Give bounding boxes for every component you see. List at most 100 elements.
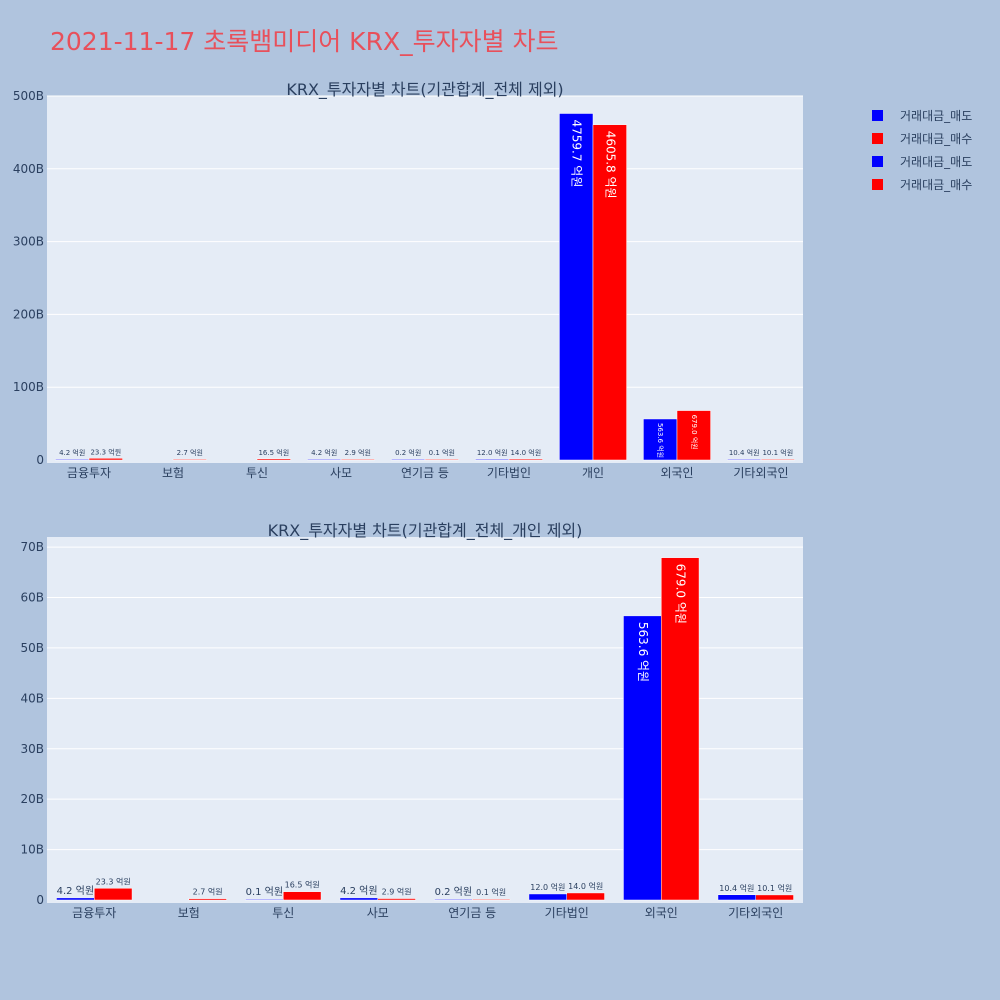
y-tick-label: 40B <box>20 691 44 705</box>
bar-sell[interactable] <box>245 898 284 901</box>
bar-buy[interactable] <box>94 888 133 901</box>
legend-swatch <box>872 179 883 190</box>
chart-title: KRX_투자자별 차트(기관합계_전체 제외) <box>286 80 563 100</box>
bar-value-label: 2.9 억원 <box>382 887 412 897</box>
x-tick-label: 사모 <box>367 906 389 920</box>
bar-buy[interactable] <box>676 410 711 461</box>
bar-value-label: 563.6 억원 <box>656 423 665 458</box>
x-tick-label: 보험 <box>162 466 184 480</box>
bar-value-label: 2.9 억원 <box>345 448 371 457</box>
bar-sell[interactable] <box>643 418 678 461</box>
bar-buy[interactable] <box>377 898 416 901</box>
bar-value-label: 679.0 억원 <box>674 564 688 624</box>
y-tick-label: 300B <box>13 235 44 249</box>
bar-value-label: 12.0 억원 <box>477 448 508 457</box>
bar-value-label: 12.0 억원 <box>530 882 565 892</box>
y-tick-label: 70B <box>20 540 44 554</box>
bar-value-label: 23.3 억원 <box>96 876 131 886</box>
x-tick-label: 기타외국인 <box>728 906 783 920</box>
x-tick-label: 보험 <box>178 906 200 920</box>
bar-value-label: 0.2 억원 <box>435 886 472 898</box>
x-tick-label: 기타법인 <box>545 906 589 920</box>
bar-value-label: 0.1 억원 <box>476 887 506 897</box>
plot-area <box>47 96 803 463</box>
y-tick-label: 400B <box>13 162 44 176</box>
bar-value-label: 2.7 억원 <box>193 887 223 897</box>
x-tick-label: 개인 <box>582 466 604 480</box>
bar-value-label: 679.0 억원 <box>690 415 699 450</box>
bar-value-label: 2.7 억원 <box>177 448 203 457</box>
y-tick-label: 30B <box>20 742 44 756</box>
bar-value-label: 4759.7 억원 <box>570 119 584 187</box>
x-tick-label: 사모 <box>330 466 352 480</box>
x-tick-label: 연기금 등 <box>448 906 496 920</box>
x-tick-label: 투신 <box>272 906 294 920</box>
x-tick-label: 기타외국인 <box>733 466 788 480</box>
bar-value-label: 4.2 억원 <box>59 448 85 457</box>
legend: 거래대금_매도 거래대금_매수 거래대금_매도 거래대금_매수 <box>872 104 972 196</box>
bar-sell[interactable] <box>56 897 95 901</box>
bar-value-label: 16.5 억원 <box>258 448 289 457</box>
x-tick-label: 투신 <box>246 466 268 480</box>
legend-label: 거래대금_매도 <box>900 155 973 169</box>
bar-sell[interactable] <box>339 897 379 901</box>
bar-buy[interactable] <box>566 892 605 901</box>
bar-value-label: 14.0 억원 <box>510 448 541 457</box>
bar-buy[interactable] <box>661 557 700 901</box>
bar-buy[interactable] <box>256 458 291 461</box>
bar-buy[interactable] <box>592 124 627 461</box>
bar-buy[interactable] <box>424 458 459 461</box>
bar-buy[interactable] <box>340 458 375 461</box>
bar-sell[interactable] <box>559 113 594 461</box>
bar-value-label: 14.0 억원 <box>568 881 603 891</box>
x-tick-label: 연기금 등 <box>401 466 449 480</box>
legend-item-sell-1[interactable]: 거래대금_매도 <box>872 104 972 127</box>
x-tick-label: 금융투자 <box>72 906 116 920</box>
bar-value-label: 0.1 억원 <box>246 886 283 898</box>
legend-label: 거래대금_매수 <box>900 132 973 146</box>
bar-sell[interactable] <box>434 898 473 901</box>
bar-buy[interactable] <box>283 891 322 901</box>
bar-value-label: 10.1 억원 <box>762 448 793 457</box>
legend-item-buy-1[interactable]: 거래대금_매수 <box>872 127 972 150</box>
bar-value-label: 4605.8 억원 <box>603 131 617 199</box>
bar-value-label: 10.4 억원 <box>719 883 754 893</box>
y-tick-label: 0 <box>36 893 44 907</box>
legend-swatch <box>872 156 883 167</box>
bar-value-label: 16.5 억원 <box>285 880 320 890</box>
bar-sell[interactable] <box>717 894 757 901</box>
y-tick-label: 50B <box>20 641 44 655</box>
bar-buy[interactable] <box>188 898 227 901</box>
legend-label: 거래대금_매도 <box>900 109 973 123</box>
bar-buy[interactable] <box>760 458 795 461</box>
x-tick-label: 외국인 <box>645 906 678 920</box>
y-tick-label: 100B <box>13 380 44 394</box>
bar-value-label: 10.4 억원 <box>729 448 760 457</box>
bar-value-label: 0.1 억원 <box>429 448 455 457</box>
legend-item-sell-2[interactable]: 거래대금_매도 <box>872 150 972 173</box>
chart-top: 0 100B 200B 300B 400B 500B KRX_투자자별 차트(기관합계_전체… <box>13 80 803 480</box>
bar-buy[interactable] <box>755 894 794 901</box>
y-tick-label: 20B <box>20 792 44 806</box>
bar-value-label: 4.2 억원 <box>311 448 337 457</box>
bar-buy[interactable] <box>88 458 123 461</box>
bar-value-label: 0.2 억원 <box>395 448 421 457</box>
bar-sell[interactable] <box>528 893 568 901</box>
bar-value-label: 10.1 억원 <box>757 883 792 893</box>
y-tick-label: 10B <box>20 843 44 857</box>
bar-buy[interactable] <box>472 898 511 901</box>
legend-item-buy-2[interactable]: 거래대금_매수 <box>872 173 972 196</box>
x-tick-label: 외국인 <box>660 466 693 480</box>
bar-buy[interactable] <box>172 458 207 461</box>
bar-buy[interactable] <box>508 458 543 461</box>
chart-title: KRX_투자자별 차트(기관합계_전체_개인 제외) <box>268 521 583 541</box>
y-tick-label: 500B <box>13 89 44 103</box>
bar-value-label: 23.3 억원 <box>90 447 121 456</box>
x-tick-label: 기타법인 <box>487 466 531 480</box>
legend-swatch <box>872 133 883 144</box>
page-title: 2021-11-17 초록뱀미디어 KRX_투자자별 차트 <box>50 27 559 56</box>
bar-value-label: 4.2 억원 <box>57 885 94 897</box>
bar-value-label: 4.2 억원 <box>340 885 377 897</box>
y-tick-label: 60B <box>20 591 44 605</box>
